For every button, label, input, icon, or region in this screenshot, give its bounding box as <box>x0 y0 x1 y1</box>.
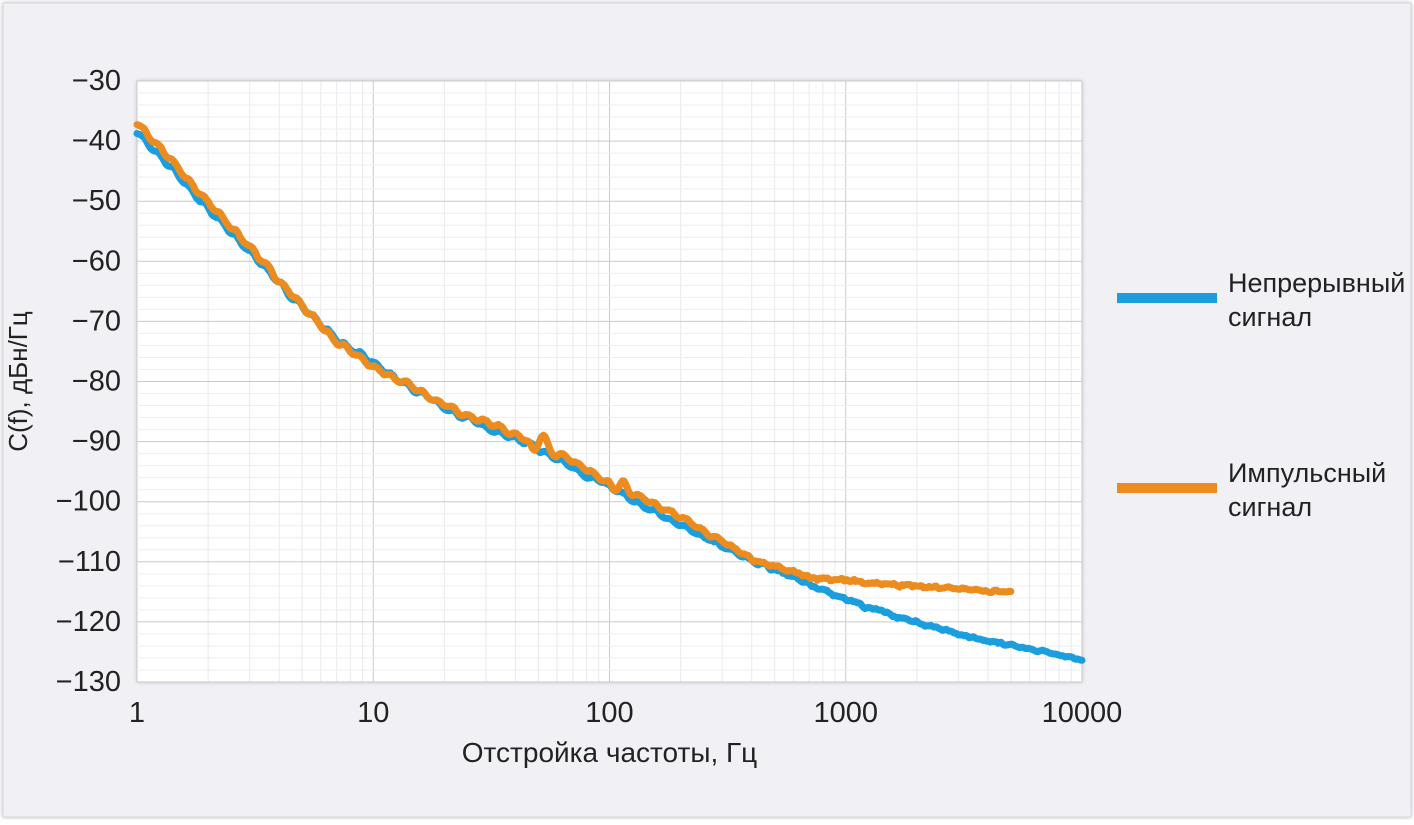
svg-text:сигнал: сигнал <box>1228 302 1312 332</box>
svg-text:−90: −90 <box>72 426 121 458</box>
svg-text:−110: −110 <box>58 546 121 578</box>
svg-text:10: 10 <box>357 697 389 729</box>
svg-text:−50: −50 <box>72 185 121 217</box>
svg-text:1000: 1000 <box>813 697 878 729</box>
svg-text:−30: −30 <box>72 65 121 97</box>
svg-text:1: 1 <box>129 697 145 729</box>
svg-text:сигнал: сигнал <box>1228 492 1312 522</box>
svg-text:Непрерывный: Непрерывный <box>1228 268 1405 298</box>
svg-text:−120: −120 <box>56 606 121 638</box>
svg-text:−80: −80 <box>72 366 121 398</box>
svg-text:−100: −100 <box>56 486 121 518</box>
svg-text:10000: 10000 <box>1042 697 1123 729</box>
svg-text:Отстройка частоты, Гц: Отстройка частоты, Гц <box>462 737 757 768</box>
svg-text:C(f), дБн/Гц: C(f), дБн/Гц <box>3 311 33 452</box>
svg-text:100: 100 <box>585 697 633 729</box>
svg-text:−130: −130 <box>56 666 121 698</box>
svg-text:Импульсный: Импульсный <box>1228 458 1386 488</box>
svg-text:−60: −60 <box>72 245 121 277</box>
svg-text:−40: −40 <box>72 125 121 157</box>
svg-text:−70: −70 <box>72 305 121 337</box>
